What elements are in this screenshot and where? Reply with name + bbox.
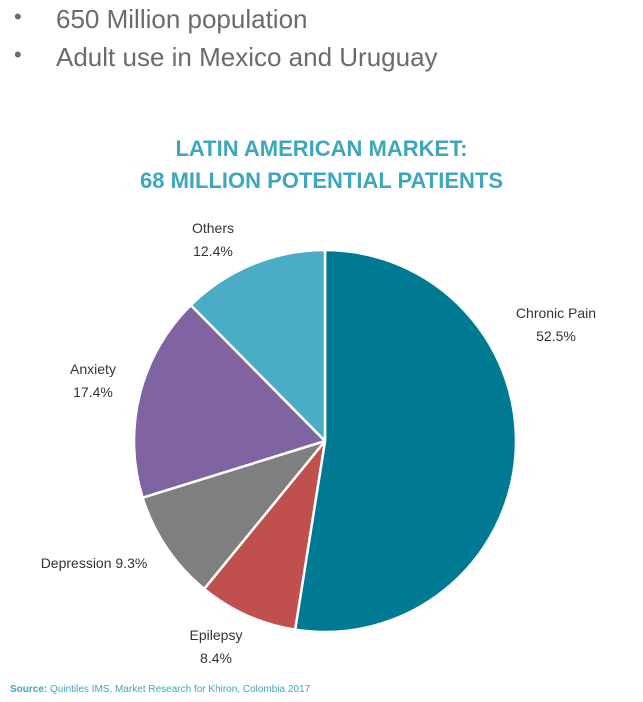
bullet-marker: •	[14, 42, 22, 67]
bullet-text: 650 Million population	[56, 4, 308, 34]
slice-label-chronic-pain: Chronic Pain	[516, 305, 596, 321]
pie-slice-chronic-pain	[293, 248, 518, 634]
slice-label-others: Others	[192, 220, 234, 236]
slice-value-epilepsy: 8.4%	[200, 650, 232, 666]
slice-value-anxiety: 17.4%	[73, 384, 113, 400]
pie-labels: Chronic Pain 52.5% Epilepsy 8.4% Depression …	[41, 220, 596, 666]
slice-label-epilepsy: Epilepsy	[190, 627, 243, 643]
source-note: Source: Quintiles IMS, Market Research f…	[10, 684, 310, 695]
slice-value-chronic-pain: 52.5%	[536, 328, 576, 344]
slice-label-anxiety: Anxiety	[70, 361, 116, 377]
bullet-marker: •	[14, 4, 22, 29]
source-label: Source:	[10, 684, 48, 695]
chart-title-line-1: LATIN AMERICAN MARKET:	[175, 136, 468, 161]
pie-slice-depression	[141, 439, 327, 591]
chart-title-line-2: 68 MILLION POTENTIAL PATIENTS	[139, 168, 504, 193]
pie-slice-anxiety	[132, 303, 327, 499]
pie-slices	[132, 248, 518, 634]
slice-label-depression: Depression 9.3%	[41, 555, 148, 571]
bullet-text: Adult use in Mexico and Uruguay	[56, 42, 438, 72]
source-text: Quintiles IMS, Market Research for Khiro…	[50, 684, 311, 695]
pie-slice-others	[189, 248, 327, 443]
slice-value-others: 12.4%	[193, 243, 233, 259]
pie-slice-epilepsy	[202, 439, 327, 631]
